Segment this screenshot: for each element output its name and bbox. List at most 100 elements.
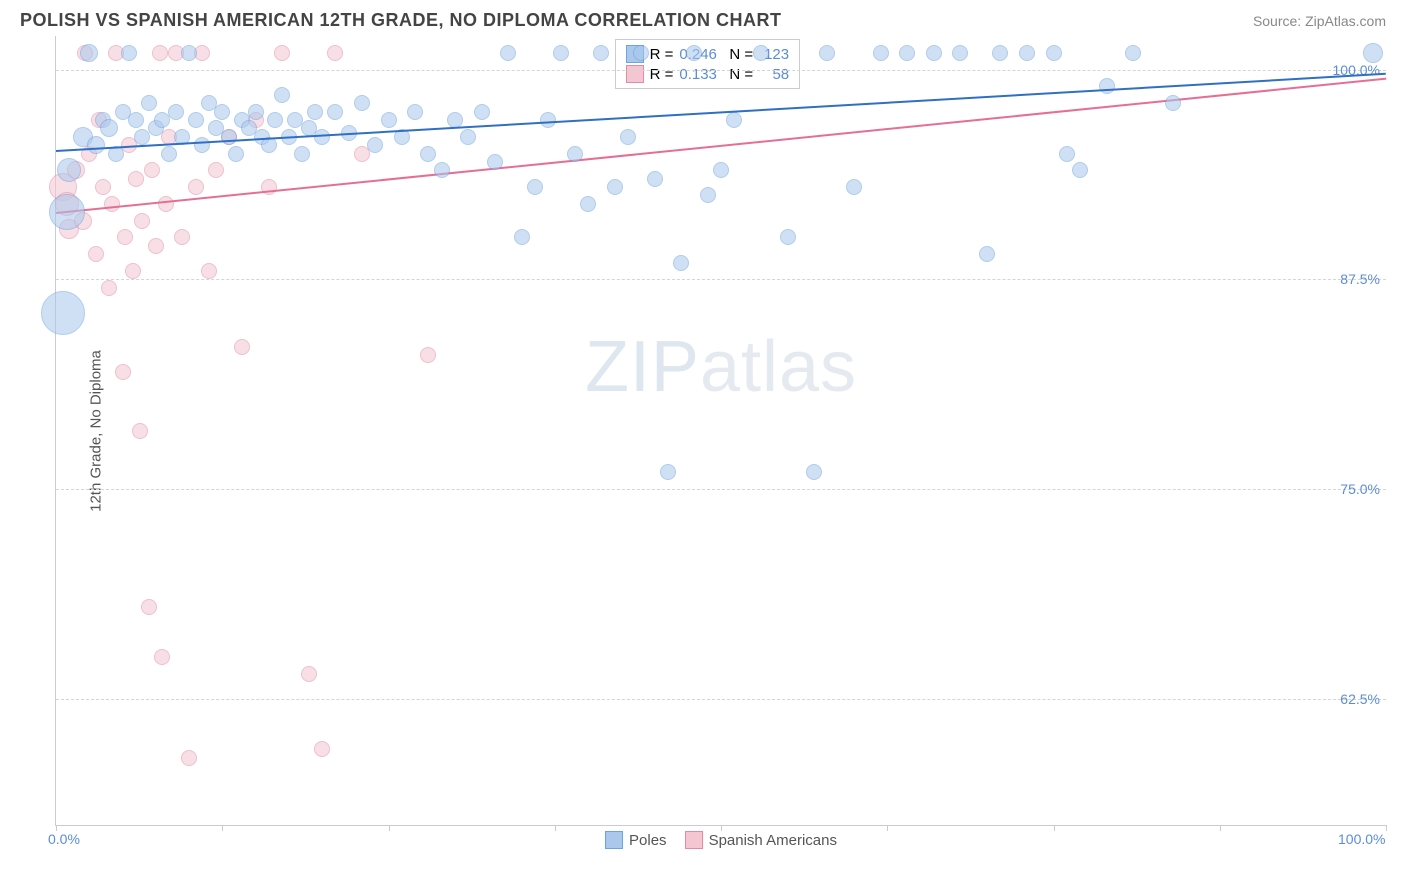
data-point-spanish — [104, 196, 120, 212]
data-point-poles — [49, 194, 85, 230]
data-point-poles — [354, 95, 370, 111]
data-point-poles — [141, 95, 157, 111]
data-point-poles — [460, 129, 476, 145]
data-point-poles — [128, 112, 144, 128]
data-point-poles — [161, 146, 177, 162]
data-point-spanish — [154, 649, 170, 665]
y-tick-label: 75.0% — [1340, 481, 1380, 497]
x-tick — [222, 825, 223, 831]
data-point-poles — [819, 45, 835, 61]
data-point-poles — [1072, 162, 1088, 178]
data-point-poles — [979, 246, 995, 262]
data-point-poles — [87, 136, 105, 154]
data-point-spanish — [115, 364, 131, 380]
data-point-poles — [660, 464, 676, 480]
data-point-poles — [57, 158, 81, 182]
data-point-spanish — [95, 179, 111, 195]
legend-label: Spanish Americans — [709, 832, 837, 849]
data-point-poles — [121, 45, 137, 61]
data-point-spanish — [188, 179, 204, 195]
data-point-poles — [188, 112, 204, 128]
data-point-spanish — [174, 229, 190, 245]
data-point-poles — [434, 162, 450, 178]
data-point-poles — [647, 171, 663, 187]
y-tick-label: 62.5% — [1340, 691, 1380, 707]
data-point-poles — [633, 45, 649, 61]
n-label: N = — [729, 46, 753, 63]
legend-label: Poles — [629, 832, 667, 849]
n-value: 58 — [759, 66, 789, 83]
data-point-poles — [487, 154, 503, 170]
swatch-icon — [605, 831, 623, 849]
data-point-poles — [80, 44, 98, 62]
data-point-spanish — [134, 213, 150, 229]
legend-item-poles: Poles — [605, 831, 667, 849]
x-tick-label: 100.0% — [1338, 831, 1385, 847]
data-point-poles — [367, 137, 383, 153]
data-point-spanish — [208, 162, 224, 178]
data-point-spanish — [128, 171, 144, 187]
x-tick — [555, 825, 556, 831]
data-point-spanish — [144, 162, 160, 178]
source-label: Source: ZipAtlas.com — [1253, 13, 1386, 29]
x-tick — [721, 825, 722, 831]
data-point-poles — [1125, 45, 1141, 61]
x-tick — [1386, 825, 1387, 831]
data-point-spanish — [117, 229, 133, 245]
legend-item-spanish: Spanish Americans — [685, 831, 837, 849]
chart-area: 12th Grade, No Diploma ZIPatlas R = 0.24… — [55, 36, 1386, 826]
data-point-poles — [1099, 78, 1115, 94]
series-legend: Poles Spanish Americans — [605, 831, 837, 849]
data-point-spanish — [181, 750, 197, 766]
stats-row-spanish: R = 0.133 N = 58 — [626, 64, 790, 84]
n-label: N = — [729, 66, 753, 83]
data-point-spanish — [314, 741, 330, 757]
data-point-poles — [713, 162, 729, 178]
x-tick — [389, 825, 390, 831]
gridline — [56, 489, 1386, 490]
x-tick — [1220, 825, 1221, 831]
gridline — [56, 699, 1386, 700]
data-point-poles — [846, 179, 862, 195]
data-point-poles — [221, 129, 237, 145]
data-point-spanish — [234, 339, 250, 355]
chart-title: POLISH VS SPANISH AMERICAN 12TH GRADE, N… — [20, 10, 782, 31]
data-point-poles — [514, 229, 530, 245]
plot-region: ZIPatlas R = 0.246 N = 123 R = 0.133 N =… — [55, 36, 1386, 826]
data-point-poles — [540, 112, 556, 128]
data-point-poles — [407, 104, 423, 120]
data-point-poles — [1019, 45, 1035, 61]
data-point-poles — [41, 291, 85, 335]
data-point-poles — [294, 146, 310, 162]
data-point-poles — [686, 45, 702, 61]
data-point-spanish — [152, 45, 168, 61]
data-point-spanish — [420, 347, 436, 363]
y-tick-label: 87.5% — [1340, 271, 1380, 287]
data-point-poles — [899, 45, 915, 61]
data-point-poles — [726, 112, 742, 128]
data-point-poles — [700, 187, 716, 203]
data-point-poles — [214, 104, 230, 120]
data-point-poles — [181, 45, 197, 61]
gridline — [56, 70, 1386, 71]
data-point-poles — [474, 104, 490, 120]
data-point-poles — [620, 129, 636, 145]
data-point-poles — [381, 112, 397, 128]
data-point-spanish — [201, 263, 217, 279]
data-point-poles — [1059, 146, 1075, 162]
data-point-spanish — [125, 263, 141, 279]
data-point-poles — [527, 179, 543, 195]
data-point-spanish — [274, 45, 290, 61]
data-point-poles — [673, 255, 689, 271]
data-point-poles — [1046, 45, 1062, 61]
trend-line-spanish — [56, 78, 1386, 214]
watermark: ZIPatlas — [585, 326, 857, 408]
data-point-poles — [1363, 43, 1383, 63]
data-point-poles — [952, 45, 968, 61]
swatch-icon — [626, 65, 644, 83]
data-point-poles — [307, 104, 323, 120]
data-point-poles — [806, 464, 822, 480]
data-point-poles — [753, 45, 769, 61]
data-point-poles — [267, 112, 283, 128]
r-label: R = — [650, 66, 674, 83]
